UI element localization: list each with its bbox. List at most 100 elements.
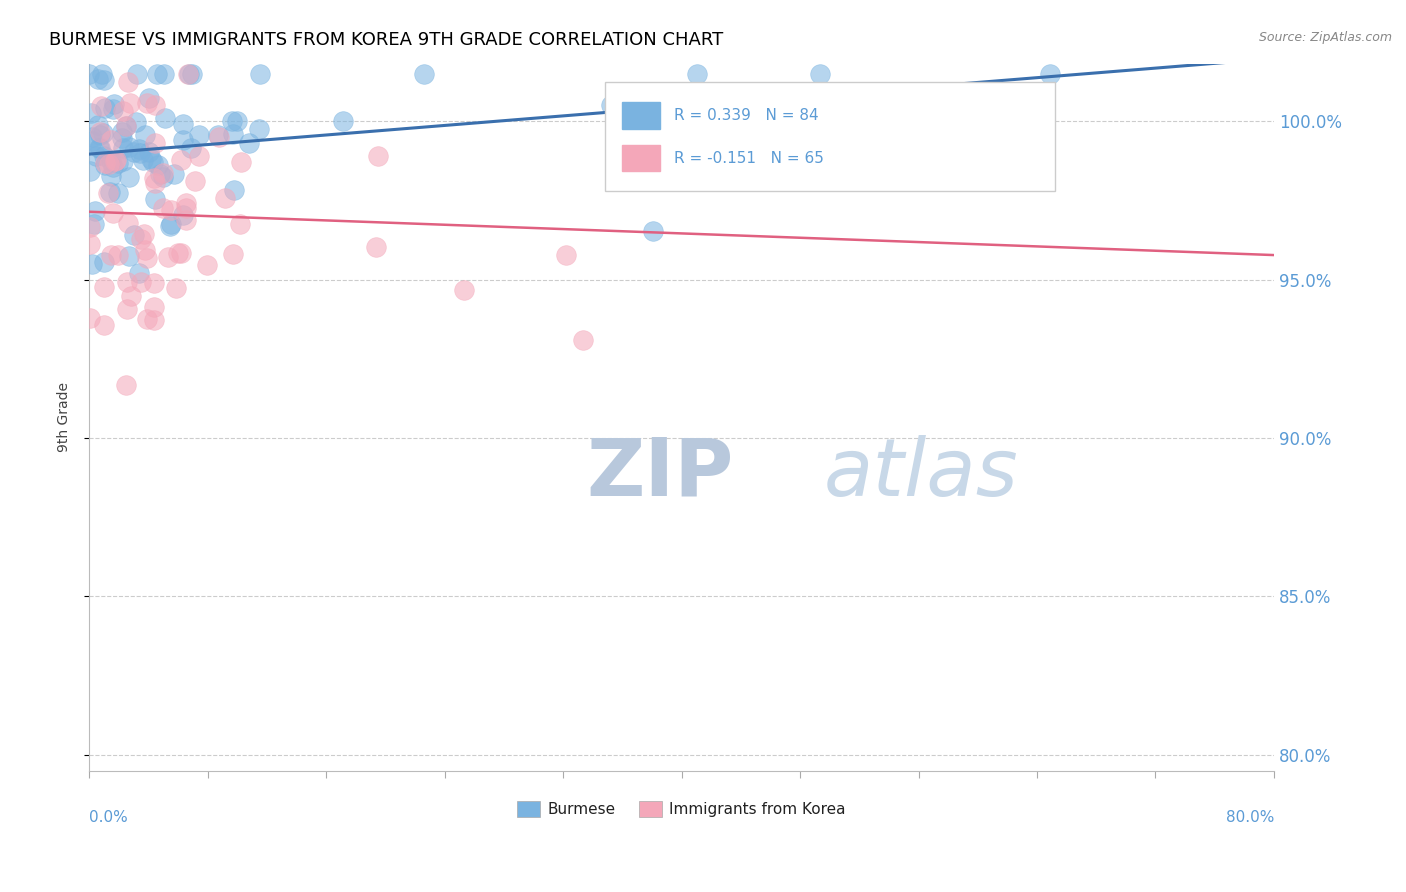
Point bbox=[80, 135, 103, 149]
Point bbox=[600, 98, 623, 112]
Point bbox=[143, 176, 166, 190]
Point bbox=[107, 155, 129, 169]
Point bbox=[115, 301, 138, 316]
Point bbox=[160, 217, 183, 231]
Text: ZIP: ZIP bbox=[586, 435, 734, 513]
Point bbox=[222, 247, 245, 261]
Point bbox=[172, 208, 194, 222]
Point bbox=[115, 119, 138, 133]
Point bbox=[127, 66, 149, 80]
Point bbox=[180, 141, 202, 155]
Point bbox=[142, 276, 165, 290]
Point bbox=[807, 150, 830, 164]
Point bbox=[208, 130, 231, 145]
Text: 0.0%: 0.0% bbox=[89, 810, 128, 824]
Point bbox=[101, 103, 124, 117]
Point bbox=[172, 133, 194, 147]
Point bbox=[167, 245, 190, 260]
Point bbox=[125, 114, 148, 128]
Point bbox=[79, 163, 101, 178]
Point bbox=[195, 258, 218, 272]
Point bbox=[111, 131, 134, 145]
Point bbox=[118, 95, 141, 110]
Point bbox=[124, 228, 146, 243]
Point bbox=[86, 149, 108, 163]
Point bbox=[132, 227, 155, 241]
Point bbox=[177, 66, 200, 80]
Text: Source: ZipAtlas.com: Source: ZipAtlas.com bbox=[1258, 31, 1392, 45]
Point bbox=[149, 167, 172, 181]
Point bbox=[188, 128, 211, 142]
Text: R = -0.151   N = 65: R = -0.151 N = 65 bbox=[675, 151, 824, 166]
Point bbox=[214, 190, 236, 204]
Point bbox=[79, 237, 101, 252]
Point bbox=[93, 255, 115, 269]
FancyBboxPatch shape bbox=[605, 82, 1054, 191]
Point bbox=[93, 280, 115, 294]
Point bbox=[117, 75, 139, 89]
Point bbox=[453, 283, 475, 297]
Point bbox=[101, 206, 124, 220]
Point bbox=[97, 186, 120, 200]
Point bbox=[94, 158, 117, 172]
Point bbox=[207, 128, 229, 142]
Point bbox=[107, 186, 129, 200]
Point bbox=[163, 167, 186, 181]
Point bbox=[98, 157, 121, 171]
Point bbox=[93, 101, 115, 115]
Point bbox=[87, 71, 110, 86]
Point bbox=[83, 204, 105, 219]
Point bbox=[115, 378, 138, 392]
Point bbox=[94, 155, 117, 169]
Point bbox=[225, 114, 247, 128]
Point bbox=[188, 149, 211, 163]
Point bbox=[152, 66, 174, 80]
Point bbox=[139, 152, 162, 166]
Point bbox=[238, 136, 260, 150]
Point bbox=[143, 192, 166, 206]
Point bbox=[100, 132, 122, 146]
Point bbox=[222, 182, 245, 196]
Point bbox=[136, 311, 159, 326]
Point bbox=[100, 154, 122, 169]
Point bbox=[718, 98, 741, 112]
Bar bbox=[623, 145, 661, 171]
Point bbox=[100, 248, 122, 262]
Point bbox=[104, 153, 127, 168]
Point bbox=[129, 146, 152, 161]
Point bbox=[111, 141, 134, 155]
Text: 80.0%: 80.0% bbox=[1226, 810, 1274, 824]
Point bbox=[134, 128, 156, 142]
Point bbox=[143, 136, 166, 150]
Point bbox=[221, 114, 243, 128]
Point bbox=[118, 169, 141, 184]
Point bbox=[89, 125, 111, 139]
Point bbox=[170, 245, 193, 260]
Point bbox=[143, 98, 166, 112]
Point bbox=[118, 249, 141, 263]
Legend: Burmese, Immigrants from Korea: Burmese, Immigrants from Korea bbox=[512, 795, 852, 823]
Point bbox=[134, 243, 156, 257]
Point bbox=[115, 275, 138, 289]
Point bbox=[184, 174, 207, 188]
Point bbox=[103, 96, 125, 111]
Point bbox=[686, 66, 709, 80]
Point bbox=[79, 106, 101, 120]
Point bbox=[89, 128, 111, 143]
Point bbox=[91, 66, 114, 80]
Point bbox=[367, 148, 389, 162]
Point bbox=[152, 170, 174, 185]
Point bbox=[132, 153, 155, 168]
Point bbox=[159, 219, 181, 234]
Point bbox=[174, 201, 197, 215]
Point bbox=[142, 155, 165, 169]
Point bbox=[104, 153, 127, 168]
Text: BURMESE VS IMMIGRANTS FROM KOREA 9TH GRADE CORRELATION CHART: BURMESE VS IMMIGRANTS FROM KOREA 9TH GRA… bbox=[49, 31, 724, 49]
Point bbox=[80, 257, 103, 271]
Point bbox=[222, 127, 245, 141]
Point bbox=[143, 171, 166, 186]
Point bbox=[128, 266, 150, 280]
Y-axis label: 9th Grade: 9th Grade bbox=[58, 383, 72, 452]
Point bbox=[120, 289, 142, 303]
Point bbox=[117, 139, 139, 153]
